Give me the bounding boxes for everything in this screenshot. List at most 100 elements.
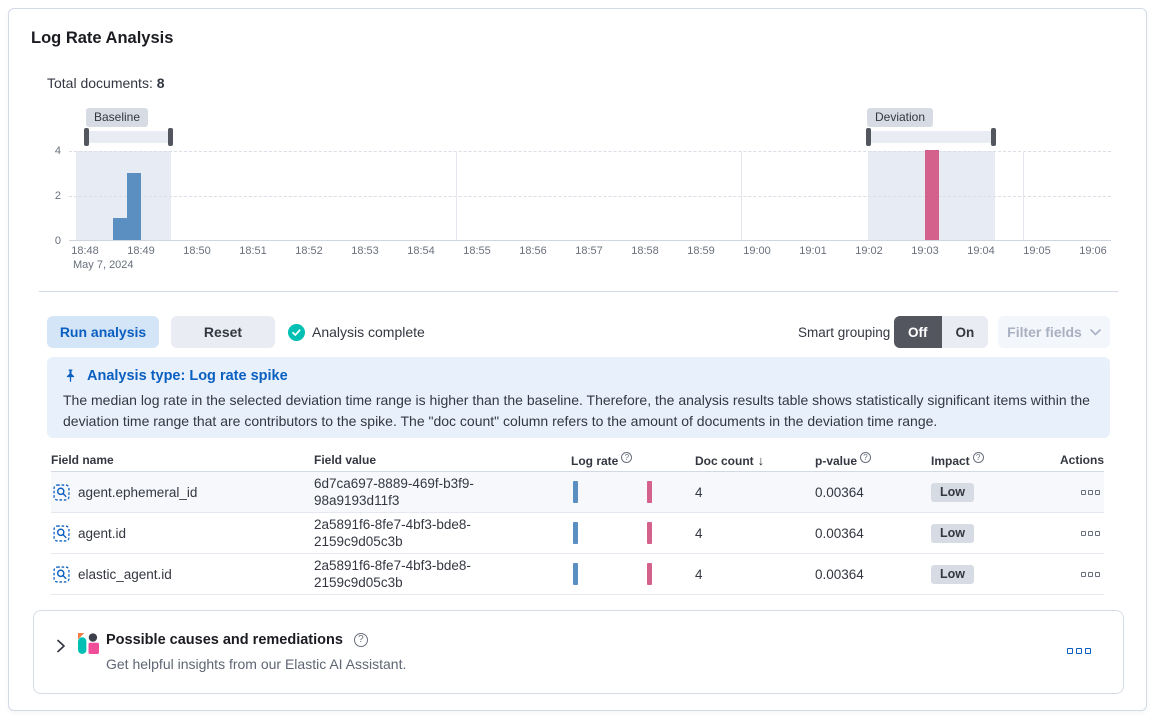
possible-causes-subtitle: Get helpful insights from our Elastic AI…: [106, 656, 407, 672]
row-actions-button[interactable]: [1081, 489, 1104, 495]
x-tick-label: 18:50: [183, 245, 211, 257]
filter-field-icon[interactable]: [53, 565, 70, 583]
deviation-brush-left-handle[interactable]: [866, 128, 871, 146]
x-tick-label: 19:00: [743, 245, 771, 257]
log-rate-mini-chart: [571, 513, 695, 553]
header-field-name: Field name: [51, 453, 114, 467]
filter-field-icon[interactable]: [53, 524, 70, 542]
filter-fields-button[interactable]: Filter fields: [998, 316, 1110, 348]
possible-causes-title[interactable]: Possible causes and remediations: [106, 632, 368, 648]
panel-actions-button[interactable]: [1067, 648, 1095, 654]
baseline-mini-bar: [573, 563, 578, 585]
x-tick-label: 19:01: [799, 245, 827, 257]
row-actions-button[interactable]: [1081, 530, 1104, 536]
impact-badge: Low: [931, 564, 974, 584]
question-icon[interactable]: [860, 452, 872, 463]
section-divider: [39, 291, 1118, 292]
header-p-value[interactable]: p-value: [815, 452, 931, 468]
p-value: 0.00364: [815, 484, 864, 500]
table-row: elastic_agent.id 2a5891f6-8fe7-4bf3-bde8…: [51, 554, 1104, 595]
field-name: agent.id: [78, 525, 127, 541]
x-axis-line: [69, 240, 1111, 241]
field-value: 2a5891f6-8fe7-4bf3-bde8-2159c9d05c3b: [314, 558, 471, 590]
p-value: 0.00364: [815, 525, 864, 541]
question-icon[interactable]: [621, 452, 633, 463]
x-tick-label: 18:59: [687, 245, 715, 257]
total-documents-label: Total documents:: [47, 75, 153, 91]
baseline-mini-bar: [573, 522, 578, 544]
analysis-results-table: Field name Field value Log rate Doc coun…: [51, 449, 1104, 595]
baseline-brush[interactable]: [84, 128, 173, 146]
analysis-status-label: Analysis complete: [312, 324, 425, 340]
deviation-mini-bar: [647, 563, 652, 585]
vertical-gridline: [1023, 151, 1024, 241]
callout-body: The median log rate in the selected devi…: [63, 392, 1090, 429]
row-actions-button[interactable]: [1081, 571, 1104, 577]
smart-grouping-on-button[interactable]: On: [941, 316, 989, 348]
field-name: elastic_agent.id: [78, 566, 172, 582]
total-documents: Total documents: 8: [47, 75, 165, 91]
x-tick-label: 18:52: [295, 245, 323, 257]
help-icon[interactable]: [353, 633, 368, 647]
x-tick-label: 19:06: [1079, 245, 1107, 257]
doc-count-value: 4: [695, 484, 703, 500]
sort-desc-icon: ↓: [757, 452, 765, 468]
baseline-badge: Baseline: [86, 108, 149, 127]
chevron-right-icon[interactable]: [54, 639, 68, 653]
header-log-rate[interactable]: Log rate: [571, 452, 695, 468]
header-doc-count[interactable]: Doc count ↓: [695, 452, 765, 468]
reset-button[interactable]: Reset: [171, 316, 275, 348]
vertical-gridline: [741, 151, 742, 241]
callout-title: Analysis type: Log rate spike: [87, 368, 288, 384]
x-tick-label: 18:57: [575, 245, 603, 257]
smart-grouping-toggle: Off On: [894, 316, 989, 348]
baseline-bar: [113, 217, 127, 240]
y-tick-label: 4: [54, 145, 61, 157]
deviation-mini-bar: [647, 481, 652, 503]
x-tick-label: 18:58: [631, 245, 659, 257]
x-tick-label: 18:53: [351, 245, 379, 257]
x-tick-label: 19:05: [1023, 245, 1051, 257]
filter-fields-label: Filter fields: [1007, 324, 1082, 340]
baseline-brush-right-handle[interactable]: [168, 128, 173, 146]
field-value: 2a5891f6-8fe7-4bf3-bde8-2159c9d05c3b: [314, 517, 471, 549]
y-tick-label: 0: [54, 235, 61, 247]
pin-icon: [66, 369, 75, 383]
y-tick-label: 2: [54, 190, 61, 202]
deviation-brush[interactable]: [866, 128, 996, 146]
smart-grouping-label: Smart grouping: [798, 324, 891, 340]
vertical-gridline: [456, 151, 457, 241]
x-tick-label: 18:51: [239, 245, 267, 257]
header-field-value: Field value: [314, 453, 377, 467]
deviation-badge: Deviation: [867, 108, 934, 127]
header-impact[interactable]: Impact: [931, 452, 1064, 468]
analysis-status: Analysis complete: [288, 316, 425, 348]
check-circle-icon: [288, 323, 305, 341]
smart-grouping-off-button[interactable]: Off: [894, 316, 942, 348]
page-title: Log Rate Analysis: [31, 29, 174, 47]
question-icon[interactable]: [972, 452, 984, 463]
log-rate-analysis-panel: Log Rate Analysis Total documents: 8 Bas…: [8, 8, 1147, 711]
log-rate-mini-chart: [571, 554, 695, 594]
document-count-histogram[interactable]: [69, 150, 1111, 241]
header-actions: Actions: [1059, 453, 1104, 467]
x-tick-label: 19:02: [855, 245, 883, 257]
run-analysis-button[interactable]: Run analysis: [47, 316, 159, 348]
impact-badge: Low: [931, 482, 974, 502]
deviation-bar: [925, 150, 939, 240]
x-axis-labels: 18:48 18:49 18:50 18:51 18:52 18:53 18:54 18:55…: [69, 245, 1111, 259]
possible-causes-panel: Possible causes and remediations Get hel…: [33, 610, 1124, 694]
doc-count-value: 4: [695, 525, 703, 541]
x-tick-label: 18:49: [127, 245, 155, 257]
table-row: agent.id 2a5891f6-8fe7-4bf3-bde8-2159c9d…: [51, 513, 1104, 554]
baseline-brush-left-handle[interactable]: [84, 128, 89, 146]
field-name: agent.ephemeral_id: [78, 484, 198, 500]
filter-field-icon[interactable]: [53, 483, 70, 501]
table-header-row: Field name Field value Log rate Doc coun…: [51, 449, 1104, 472]
x-tick-label: 19:03: [911, 245, 939, 257]
p-value: 0.00364: [815, 566, 864, 582]
log-rate-mini-chart: [571, 472, 695, 512]
deviation-mini-bar: [647, 522, 652, 544]
x-tick-label: 18:56: [519, 245, 547, 257]
deviation-brush-right-handle[interactable]: [991, 128, 996, 146]
